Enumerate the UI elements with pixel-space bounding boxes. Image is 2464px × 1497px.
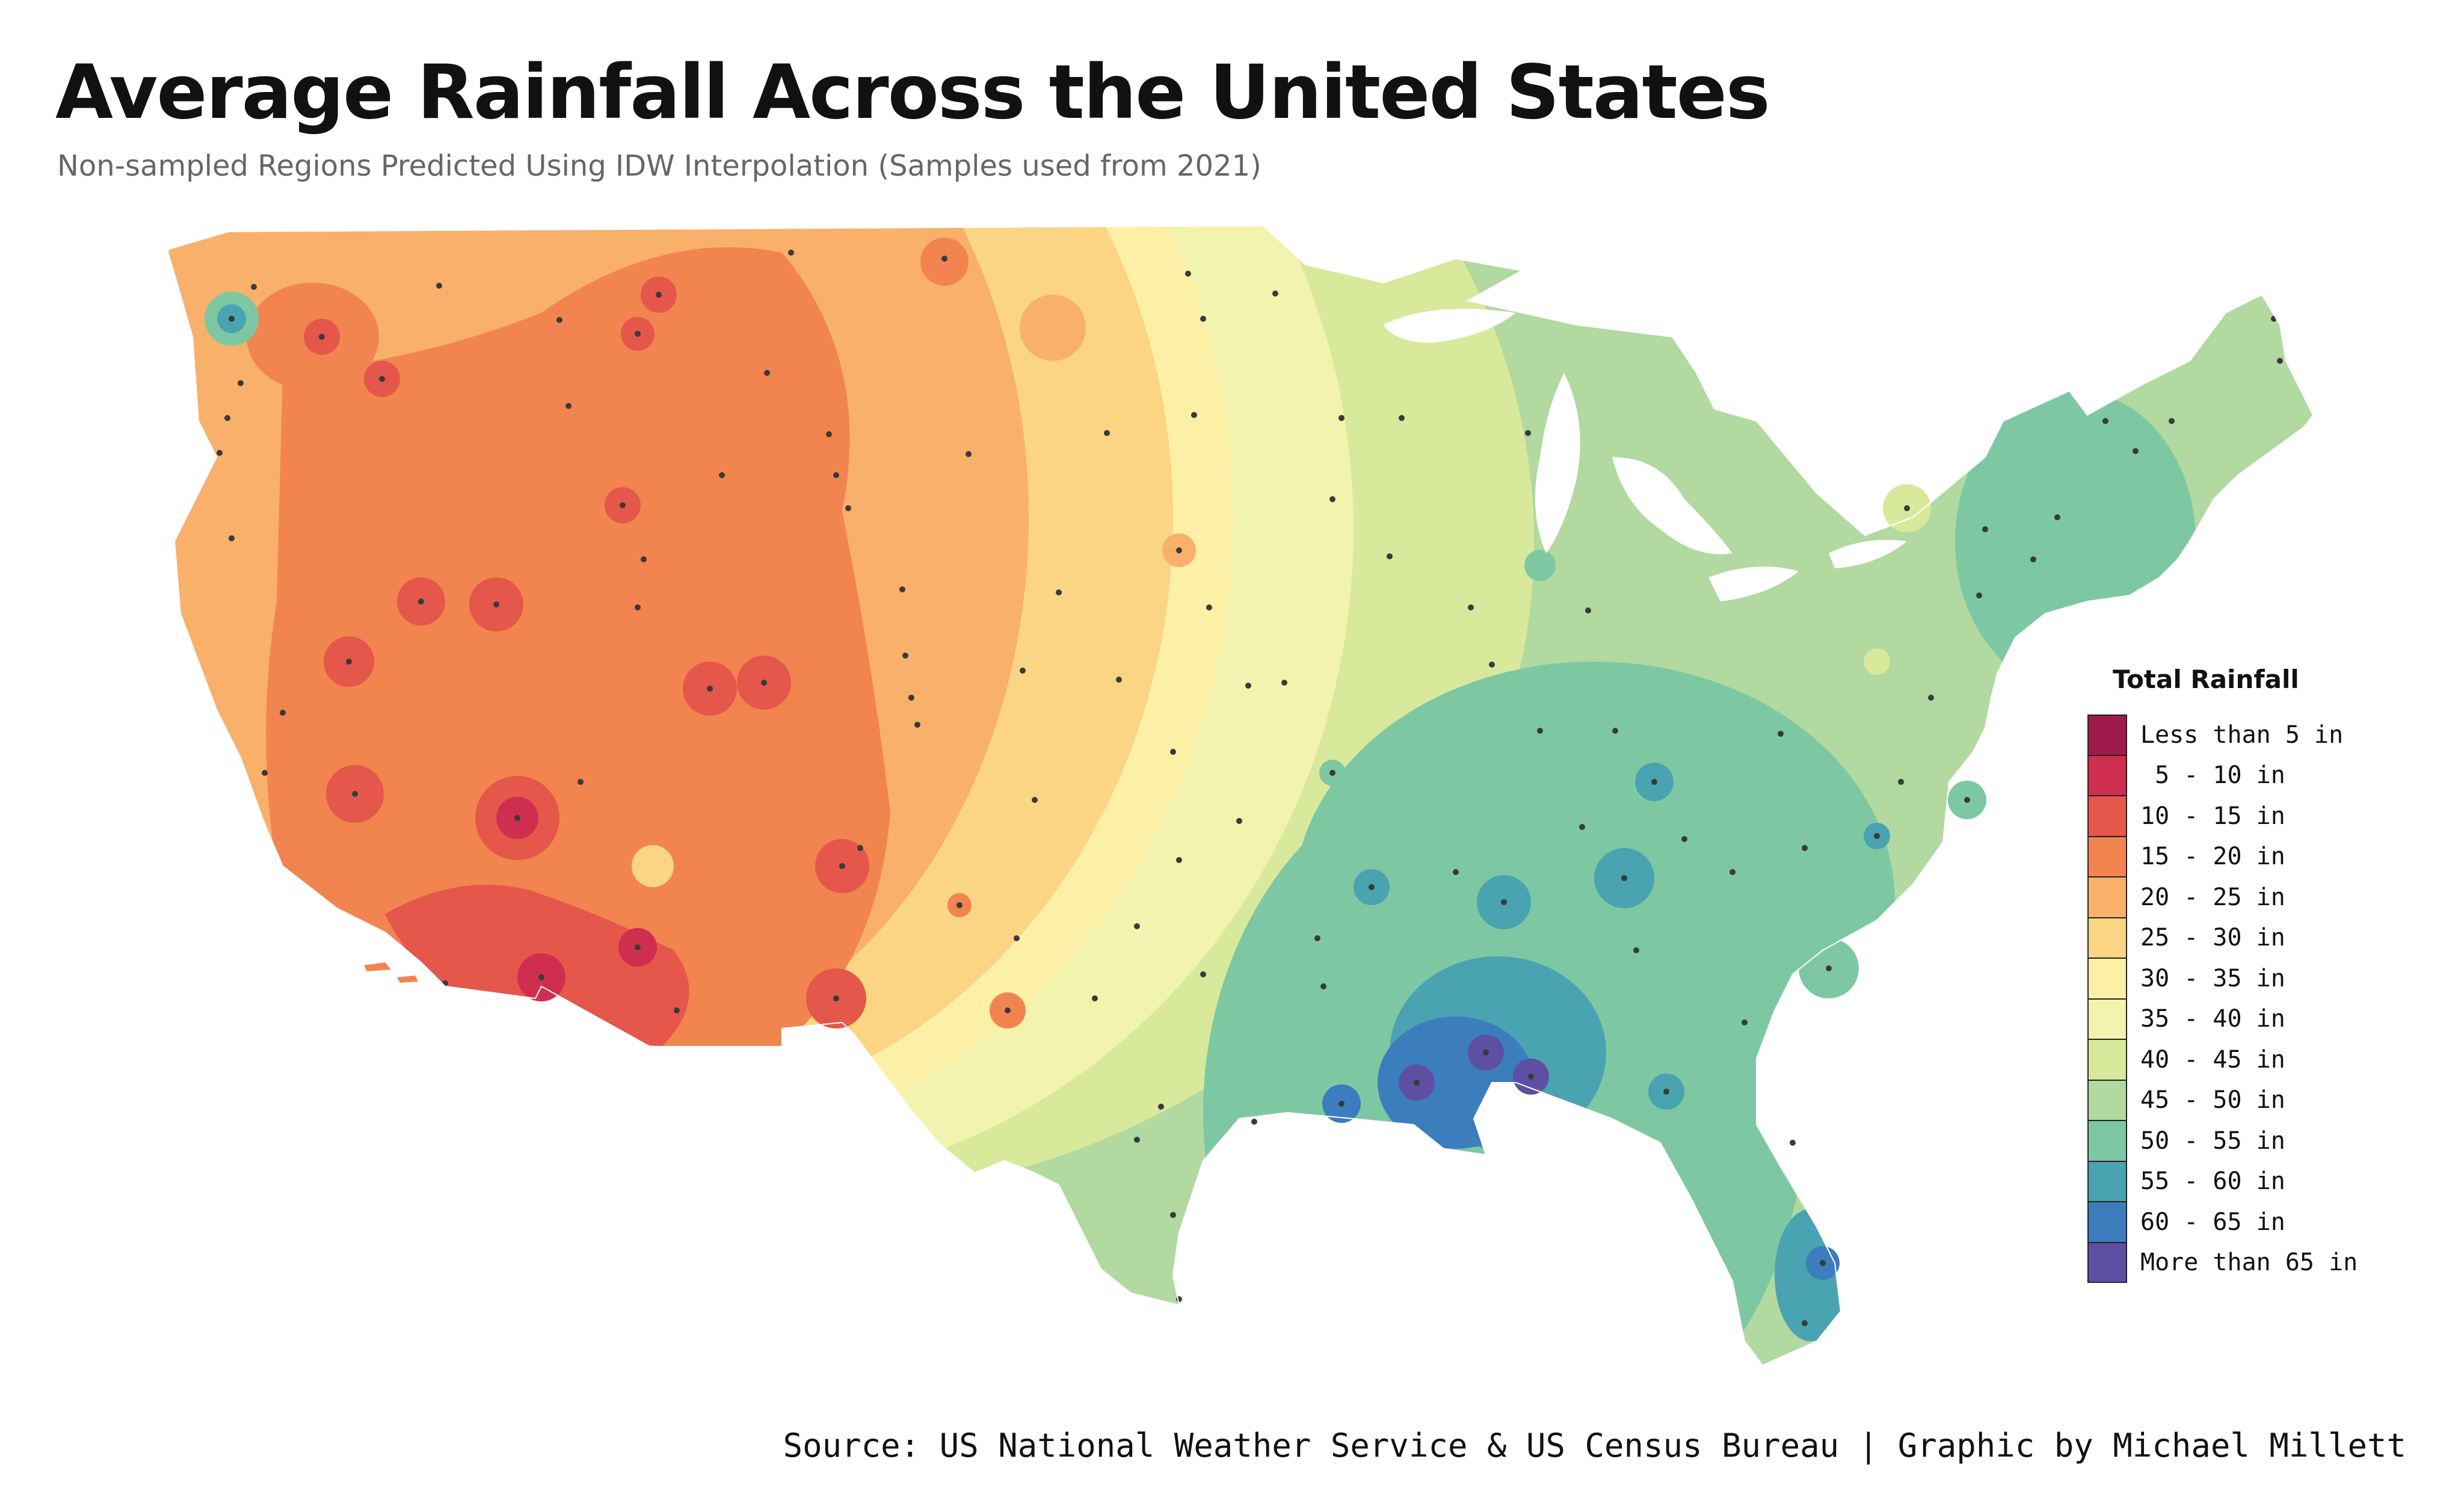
legend-swatch [2087, 1202, 2127, 1243]
legend-label: 5 - 10 in [2140, 761, 2285, 790]
legend-swatch [2087, 877, 2127, 918]
legend-swatch [2087, 1039, 2127, 1080]
legend-label: More than 65 in [2140, 1249, 2358, 1277]
legend-item: 45 - 50 in [2087, 1080, 2424, 1120]
legend-item: 50 - 55 in [2087, 1120, 2424, 1161]
legend-swatch [2087, 958, 2127, 999]
legend-item: 55 - 60 in [2087, 1161, 2424, 1202]
legend-swatch [2087, 755, 2127, 796]
great-lakes [1384, 309, 1907, 601]
legend-items: Less than 5 in 5 - 10 in 10 - 15 in 15 - 2… [2087, 715, 2424, 1283]
legend-swatch [2087, 1080, 2127, 1120]
legend-label: 45 - 50 in [2140, 1086, 2285, 1114]
legend-swatch [2087, 1120, 2127, 1161]
legend-item: 10 - 15 in [2087, 796, 2424, 837]
legend-item: 15 - 20 in [2087, 836, 2424, 877]
legend-swatch [2087, 917, 2127, 958]
rainfall-surface [167, 226, 2313, 1365]
legend-label: 40 - 45 in [2140, 1045, 2285, 1074]
legend-item: 40 - 45 in [2087, 1039, 2424, 1080]
legend-label: 30 - 35 in [2140, 964, 2285, 992]
source-credit: Source: US National Weather Service & US… [783, 1427, 2406, 1465]
chart-title: Average Rainfall Across the United State… [55, 49, 1770, 136]
chart-subtitle: Non-sampled Regions Predicted Using IDW … [57, 149, 1261, 183]
legend-item: 20 - 25 in [2087, 877, 2424, 918]
legend-item: 5 - 10 in [2087, 755, 2424, 796]
legend-item: More than 65 in [2087, 1242, 2424, 1283]
legend-swatch [2087, 796, 2127, 837]
legend-swatch [2087, 715, 2127, 755]
legend-item: 35 - 40 in [2087, 998, 2424, 1039]
legend-label: 15 - 20 in [2140, 843, 2285, 871]
legend-item: 60 - 65 in [2087, 1202, 2424, 1243]
legend-label: 55 - 60 in [2140, 1167, 2285, 1196]
legend-label: 10 - 15 in [2140, 802, 2285, 830]
legend-title: Total Rainfall [2113, 665, 2299, 694]
legend-swatch [2087, 998, 2127, 1039]
legend-swatch [2087, 1161, 2127, 1202]
legend-label: 25 - 30 in [2140, 924, 2285, 952]
legend-item: 30 - 35 in [2087, 958, 2424, 999]
legend-swatch [2087, 836, 2127, 877]
legend-label: Less than 5 in [2140, 721, 2344, 749]
legend: Total Rainfall Less than 5 in 5 - 10 in 1… [2087, 665, 2424, 1283]
legend-swatch [2087, 1242, 2127, 1283]
channel-islands [364, 962, 418, 983]
sample-points [217, 250, 2283, 1326]
legend-label: 50 - 55 in [2140, 1127, 2285, 1155]
legend-label: 20 - 25 in [2140, 883, 2285, 911]
legend-label: 35 - 40 in [2140, 1005, 2285, 1033]
legend-item: 25 - 30 in [2087, 917, 2424, 958]
legend-item: Less than 5 in [2087, 715, 2424, 755]
legend-label: 60 - 65 in [2140, 1208, 2285, 1236]
